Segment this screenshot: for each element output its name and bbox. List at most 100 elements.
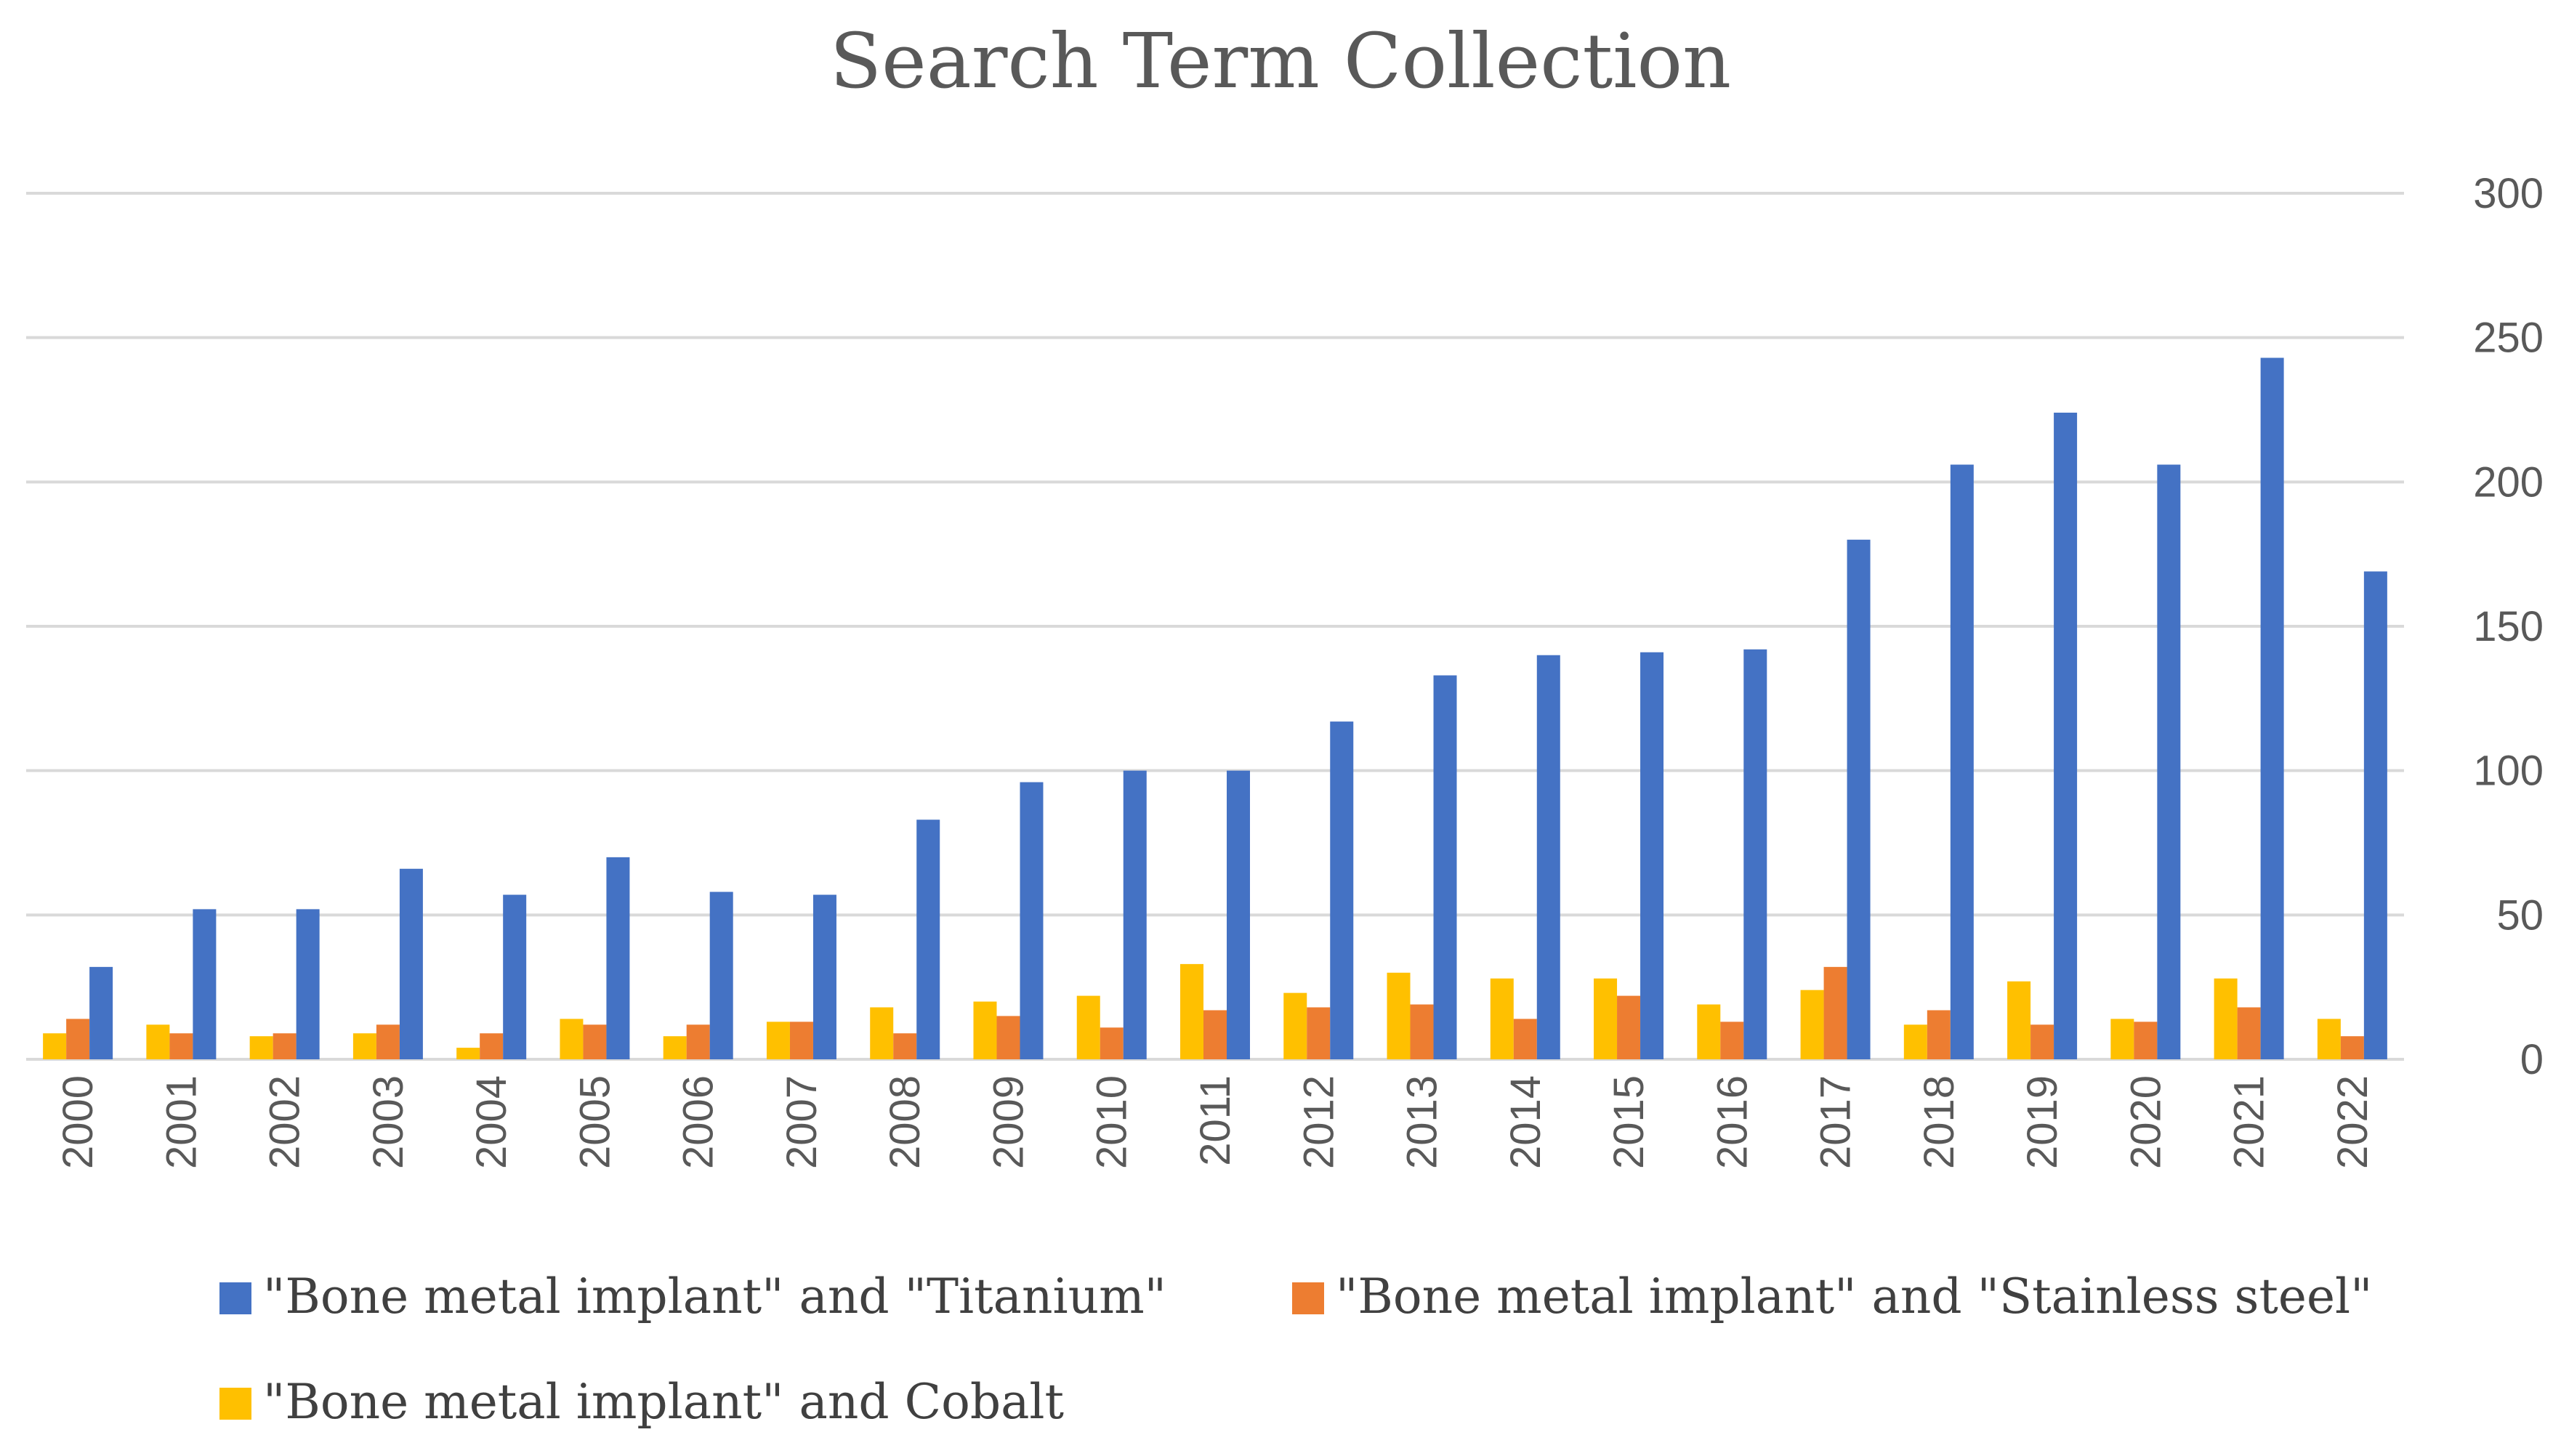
bar — [606, 857, 630, 1059]
bar — [399, 868, 423, 1059]
bar — [812, 894, 836, 1059]
bar — [1490, 978, 1514, 1059]
bar — [296, 909, 320, 1059]
x-tick-label: 2002 — [262, 1075, 309, 1169]
bar — [766, 1022, 790, 1059]
x-tick-label: 2004 — [468, 1075, 515, 1169]
bar — [686, 1024, 710, 1059]
x-tick-label: 2020 — [2122, 1075, 2169, 1169]
bar — [66, 1019, 90, 1059]
bar — [1743, 649, 1767, 1059]
bar — [2317, 1019, 2341, 1059]
bar — [1536, 655, 1560, 1059]
bar — [1800, 990, 1824, 1059]
bar — [1020, 782, 1044, 1059]
bar — [2363, 571, 2387, 1059]
bar — [89, 966, 113, 1059]
bar — [249, 1036, 273, 1059]
bar — [1307, 1007, 1331, 1059]
bar — [973, 1001, 997, 1059]
bar — [560, 1019, 584, 1059]
x-tick-label: 2014 — [1502, 1075, 1549, 1169]
x-tick-label: 2008 — [882, 1075, 929, 1169]
x-tick-label: 2018 — [1916, 1075, 1963, 1169]
x-axis-ticks: 2000 2001 2002 2003 2004 2005 2006 2007 2008 2009… — [55, 1075, 2376, 1169]
bar — [193, 909, 217, 1059]
y-tick-label: 100 — [2473, 748, 2544, 795]
x-tick-label: 2016 — [1709, 1075, 1756, 1169]
bar — [2214, 978, 2238, 1059]
x-tick-label: 2013 — [1399, 1075, 1446, 1169]
gridlines — [26, 192, 2404, 1061]
bar — [1823, 966, 1847, 1059]
bar — [480, 1033, 504, 1059]
bar — [2157, 464, 2181, 1059]
bar — [503, 894, 527, 1059]
x-tick-label: 2011 — [1192, 1075, 1239, 1166]
bar — [1847, 539, 1871, 1059]
bar — [2030, 1024, 2054, 1059]
bar — [376, 1024, 400, 1059]
legend-swatch — [1292, 1282, 1324, 1314]
bar — [1203, 1010, 1227, 1059]
bar — [2237, 1007, 2261, 1059]
bar — [1227, 770, 1250, 1059]
bar — [169, 1033, 193, 1059]
bar — [352, 1033, 376, 1059]
bar — [663, 1036, 687, 1059]
bar — [1594, 978, 1618, 1059]
y-axis-ticks: 0 50 100 150 200 250 300 — [2473, 170, 2544, 1083]
x-tick-label: 2007 — [778, 1075, 826, 1169]
bar — [1903, 1024, 1927, 1059]
bar — [870, 1007, 894, 1059]
bar — [273, 1033, 297, 1059]
bar — [2110, 1019, 2134, 1059]
legend-label: "Bone metal implant" and "Stainless stee… — [1336, 1269, 2373, 1324]
bar — [916, 820, 940, 1059]
bar — [2007, 981, 2031, 1059]
x-tick-label: 2021 — [2226, 1075, 2273, 1169]
x-tick-label: 2006 — [675, 1075, 722, 1169]
x-tick-label: 2005 — [571, 1075, 618, 1169]
bar — [1617, 995, 1641, 1059]
x-tick-label: 2012 — [1295, 1075, 1342, 1169]
x-tick-label: 2015 — [1605, 1075, 1653, 1169]
y-tick-label: 200 — [2473, 458, 2544, 506]
bar — [456, 1048, 480, 1059]
bar — [2054, 412, 2078, 1059]
bar — [1076, 995, 1100, 1059]
bar — [1330, 721, 1354, 1059]
bar — [1433, 675, 1457, 1059]
y-tick-label: 50 — [2496, 891, 2544, 939]
legend-swatch — [219, 1282, 251, 1314]
x-tick-label: 2000 — [55, 1075, 102, 1169]
bar — [1180, 963, 1203, 1059]
bar — [43, 1033, 67, 1059]
legend-swatch — [219, 1388, 251, 1420]
chart-title: Search Term Collection — [830, 17, 1731, 105]
x-tick-label: 2003 — [365, 1075, 412, 1169]
bar — [1927, 1010, 1951, 1059]
y-tick-label: 150 — [2473, 603, 2544, 650]
bar — [1720, 1022, 1744, 1059]
legend-label: "Bone metal implant" and "Titanium" — [263, 1269, 1166, 1324]
bar — [709, 891, 733, 1059]
y-tick-label: 300 — [2473, 170, 2544, 217]
bar — [1387, 972, 1411, 1059]
bar — [893, 1033, 917, 1059]
x-tick-label: 2010 — [1089, 1075, 1136, 1169]
bar — [789, 1022, 813, 1059]
legend-label: "Bone metal implant" and Cobalt — [263, 1374, 1064, 1430]
bar — [146, 1024, 170, 1059]
x-tick-label: 2017 — [1812, 1075, 1860, 1169]
bar — [1283, 992, 1307, 1059]
bars — [43, 357, 2387, 1060]
bar — [2260, 357, 2284, 1060]
legend: "Bone metal implant" and "Titanium" "Bone… — [219, 1269, 2373, 1430]
bar — [1100, 1027, 1124, 1059]
bar — [1123, 770, 1147, 1059]
y-tick-label: 250 — [2473, 315, 2544, 362]
bar — [1410, 1004, 1434, 1059]
bar — [1513, 1019, 1537, 1059]
